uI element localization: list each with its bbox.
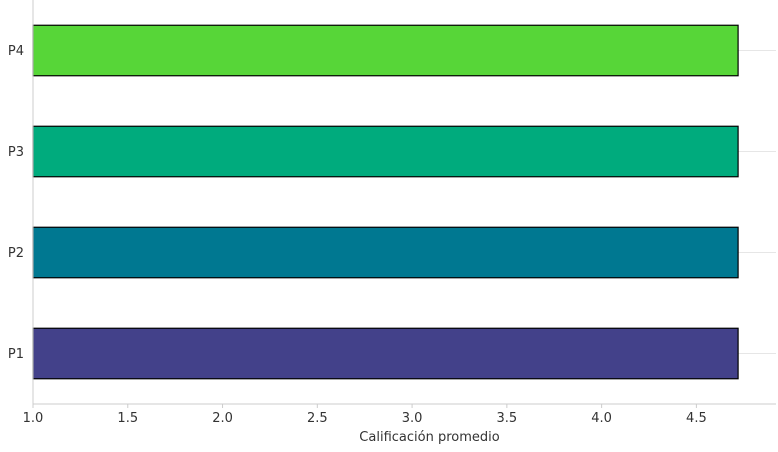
- y-tick-label: P2: [8, 246, 24, 261]
- y-tick-label: P3: [8, 145, 24, 160]
- y-tick-label: P1: [8, 347, 24, 362]
- x-tick-label: 4.5: [686, 411, 707, 426]
- x-axis-label: Calificación promedio: [359, 430, 499, 445]
- grid-lines: [33, 50, 776, 354]
- x-tick-label: 1.5: [117, 411, 138, 426]
- x-tick-label: 1.0: [23, 411, 44, 426]
- y-tick-label: P4: [8, 44, 24, 59]
- bars: [32, 24, 739, 380]
- bar-p4: [32, 24, 739, 77]
- x-tick-label: 3.5: [497, 411, 518, 426]
- bar-p3: [32, 125, 739, 178]
- x-tick-label: 2.0: [212, 411, 233, 426]
- x-tick-label: 2.5: [307, 411, 328, 426]
- x-tick-label: 4.0: [591, 411, 612, 426]
- axes: [32, 0, 776, 405]
- x-tick-label: 3.0: [402, 411, 423, 426]
- bar-p2: [32, 226, 739, 279]
- y-tick-labels: P1 P2 P3 P4: [8, 44, 24, 362]
- bar-p1: [32, 327, 739, 380]
- x-tick-labels: 1.0 1.5 2.0 2.5 3.0 3.5 4.0 4.5: [23, 404, 707, 426]
